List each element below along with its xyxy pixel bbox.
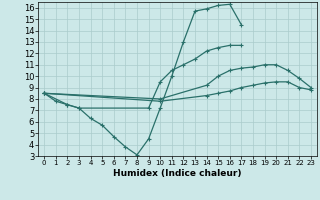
X-axis label: Humidex (Indice chaleur): Humidex (Indice chaleur) <box>113 169 242 178</box>
